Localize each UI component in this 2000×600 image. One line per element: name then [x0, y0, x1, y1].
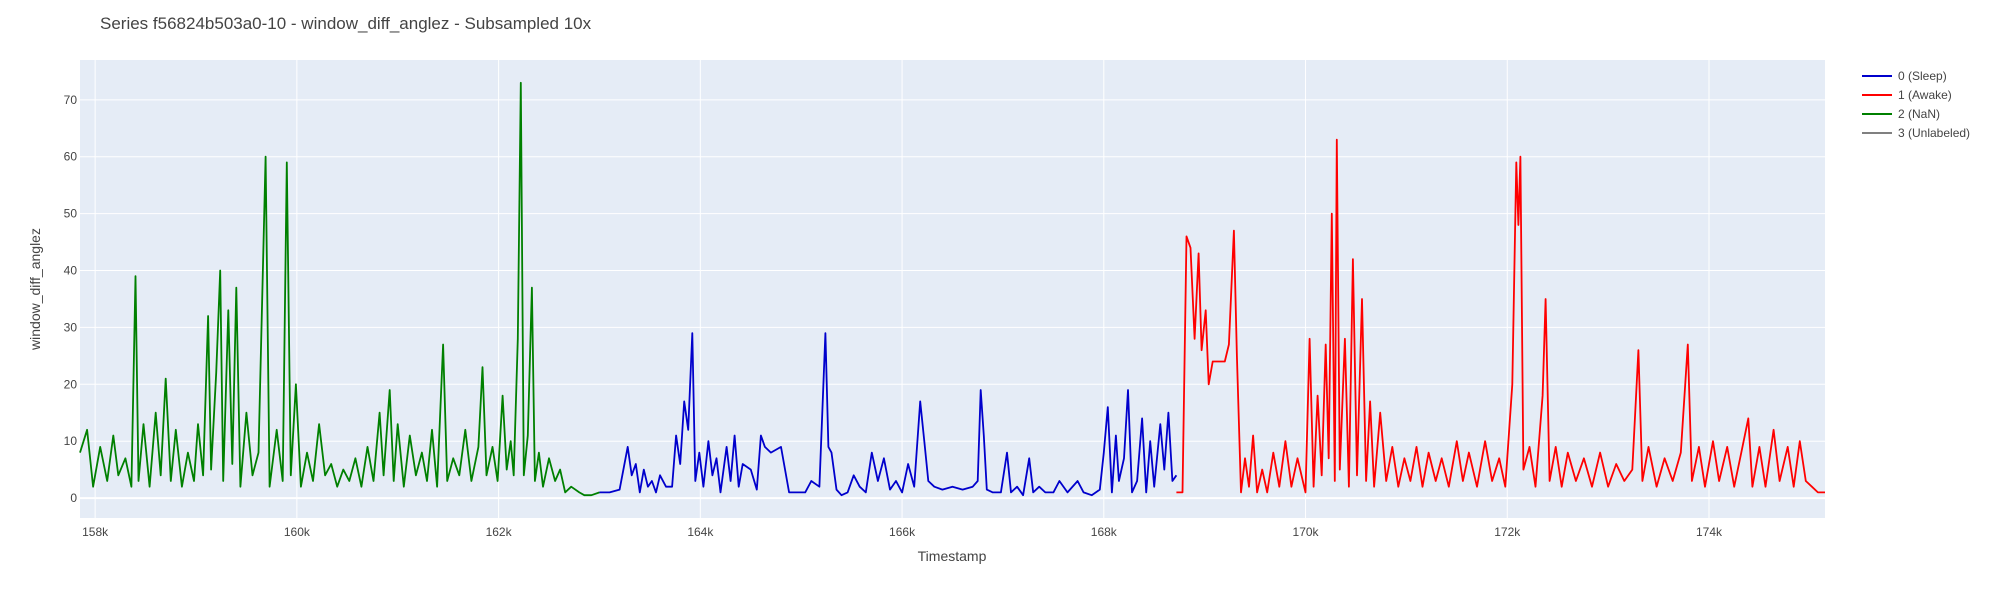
legend-item[interactable]: 1 (Awake) [1862, 85, 1970, 104]
x-tick-label: 160k [284, 525, 311, 539]
series-lines [79, 81, 1825, 497]
y-tick-label: 10 [64, 434, 78, 448]
x-tick-label: 166k [889, 525, 916, 539]
y-tick-label: 60 [64, 150, 78, 164]
legend: 0 (Sleep) 1 (Awake) 2 (NaN) 3 (Unlabeled) [1862, 66, 1970, 142]
y-tick-label: 0 [70, 491, 77, 505]
chart-title: Series f56824b503a0-10 - window_diff_ang… [100, 14, 592, 33]
x-axis-ticks: 158k 160k 162k 164k 166k 168k 170k 172k 174k [82, 525, 1723, 539]
y-tick-label: 40 [64, 264, 78, 278]
series-line-1 [1176, 138, 1825, 494]
y-tick-label: 30 [64, 320, 78, 334]
legend-label: 0 (Sleep) [1898, 68, 1947, 83]
legend-item[interactable]: 3 (Unlabeled) [1862, 123, 1970, 142]
legend-swatch [1862, 131, 1892, 134]
x-tick-label: 164k [687, 525, 714, 539]
x-axis-title: Timestamp [918, 548, 987, 564]
y-tick-label: 50 [64, 207, 78, 221]
y-axis-ticks: 0 10 20 30 40 50 60 70 [64, 93, 78, 505]
legend-label: 3 (Unlabeled) [1898, 125, 1971, 140]
y-axis-title: window_diff_anglez [27, 228, 43, 351]
legend-swatch [1862, 93, 1892, 96]
x-tick-label: 174k [1696, 525, 1723, 539]
legend-label: 2 (NaN) [1898, 106, 1941, 121]
legend-swatch [1862, 74, 1892, 77]
series-line-2 [79, 81, 600, 497]
plot-background [80, 60, 1825, 518]
grid-lines [80, 60, 1825, 518]
legend-item[interactable]: 0 (Sleep) [1862, 66, 1970, 85]
y-tick-label: 70 [64, 93, 78, 107]
x-tick-label: 162k [486, 525, 513, 539]
legend-item[interactable]: 2 (NaN) [1862, 104, 1970, 123]
legend-label: 1 (Awake) [1898, 87, 1952, 102]
x-tick-label: 170k [1293, 525, 1320, 539]
legend-swatch [1862, 112, 1892, 115]
x-tick-label: 168k [1091, 525, 1118, 539]
y-tick-label: 20 [64, 377, 78, 391]
series-line-0 [599, 332, 1178, 497]
x-tick-label: 158k [82, 525, 109, 539]
x-tick-label: 172k [1494, 525, 1521, 539]
